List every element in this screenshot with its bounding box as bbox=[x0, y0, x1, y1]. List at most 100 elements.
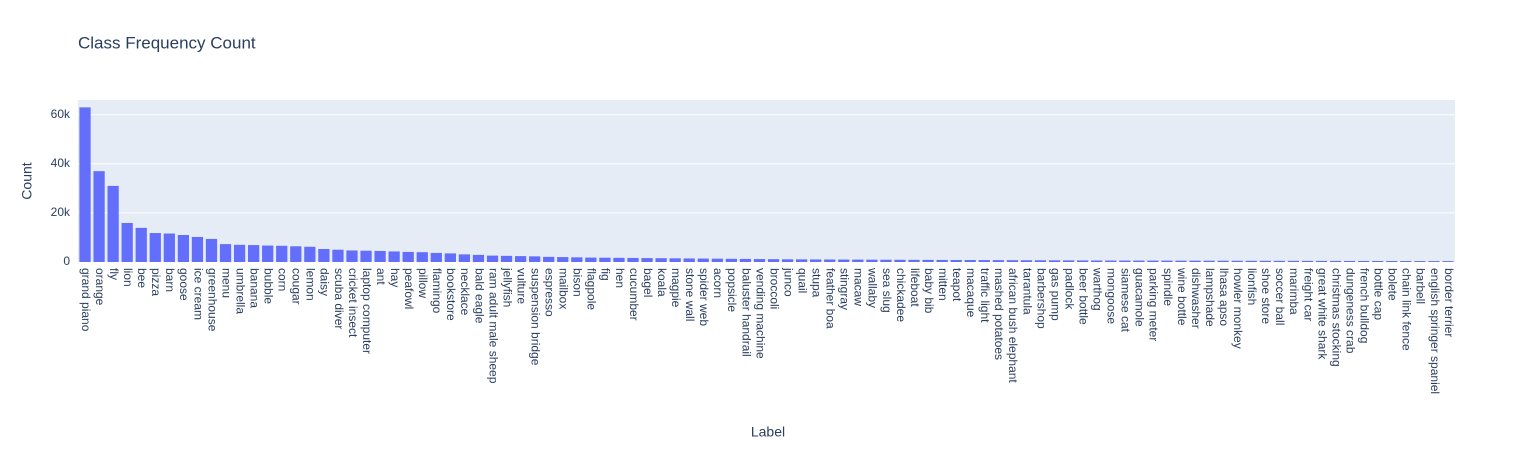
bar bbox=[1217, 260, 1229, 262]
bar bbox=[191, 236, 204, 262]
x-tick-label: bagel bbox=[641, 268, 655, 297]
bar bbox=[374, 250, 386, 262]
x-tick-label: bolete bbox=[1386, 268, 1400, 301]
bar bbox=[248, 245, 260, 262]
x-tick-label: soccer ball bbox=[1273, 268, 1287, 325]
bar bbox=[1442, 261, 1454, 262]
x-tick-label: ant bbox=[374, 268, 388, 285]
bar bbox=[922, 259, 934, 262]
bar bbox=[1062, 260, 1075, 262]
bar bbox=[852, 259, 864, 262]
bar bbox=[880, 259, 892, 262]
x-tick-label: beer bottle bbox=[1076, 268, 1090, 325]
bar bbox=[1343, 260, 1356, 262]
bar bbox=[781, 259, 794, 262]
bar bbox=[304, 246, 316, 262]
x-tick-label: cricket insect bbox=[346, 268, 360, 338]
bar bbox=[1329, 260, 1342, 262]
x-tick-label: espresso bbox=[543, 268, 557, 317]
x-tick-label: bee bbox=[135, 268, 149, 288]
x-tick-label: bison bbox=[571, 268, 585, 297]
x-tick-label: quail bbox=[795, 268, 809, 293]
x-tick-label: mongoose bbox=[1105, 268, 1119, 324]
x-tick-label: mailbox bbox=[557, 268, 571, 309]
x-tick-label: lionfish bbox=[1245, 268, 1259, 305]
x-tick-label: spider web bbox=[697, 268, 711, 326]
x-tick-label: baby bib bbox=[922, 268, 936, 314]
bar bbox=[908, 259, 920, 262]
bar bbox=[894, 259, 906, 262]
x-tick-label: orange bbox=[93, 268, 107, 306]
x-tick-label: mashed potatoes bbox=[992, 268, 1006, 360]
x-tick-label: siamese cat bbox=[1119, 268, 1133, 333]
bar bbox=[177, 235, 190, 262]
bar bbox=[1048, 260, 1061, 262]
bar bbox=[416, 252, 428, 262]
x-tick-label: dungeness crab bbox=[1343, 268, 1357, 354]
x-tick-label: vulture bbox=[514, 268, 528, 304]
bar bbox=[964, 260, 976, 262]
y-tick-label: 0 bbox=[63, 254, 70, 268]
bar bbox=[205, 238, 218, 262]
bar bbox=[233, 244, 246, 262]
x-tick-label: feather boa bbox=[824, 268, 838, 329]
bar bbox=[486, 255, 499, 262]
bar bbox=[1034, 260, 1047, 262]
y-axis-label: Count bbox=[19, 162, 35, 199]
x-tick-label: umbrella bbox=[233, 268, 247, 314]
x-tick-label: lifeboat bbox=[908, 268, 922, 307]
x-tick-label: pillow bbox=[416, 268, 430, 298]
x-tick-label: scuba diver bbox=[332, 268, 346, 329]
x-tick-label: ram adult male sheep bbox=[486, 268, 500, 384]
x-tick-label: lion bbox=[121, 268, 135, 287]
x-tick-label: traffic light bbox=[978, 268, 992, 323]
bar bbox=[276, 245, 288, 262]
bar bbox=[1020, 260, 1033, 262]
bar bbox=[1400, 261, 1412, 262]
x-tick-label: spindle bbox=[1161, 268, 1175, 306]
x-tick-label: flamingo bbox=[430, 268, 444, 314]
x-tick-label: cougar bbox=[290, 268, 304, 305]
bar bbox=[641, 258, 653, 262]
bar bbox=[655, 258, 667, 262]
y-tick-label: 40k bbox=[51, 156, 71, 170]
x-tick-label: padlock bbox=[1062, 268, 1076, 310]
x-tick-label: menu bbox=[219, 268, 233, 298]
x-tick-label: african bush elephant bbox=[1006, 268, 1020, 383]
x-tick-label: laptop computer bbox=[360, 268, 374, 354]
bar bbox=[1133, 260, 1145, 262]
bar bbox=[290, 246, 302, 262]
x-tick-label: popsicle bbox=[725, 268, 739, 312]
x-tick-label: stupa bbox=[810, 268, 824, 298]
x-tick-label: junco bbox=[781, 267, 795, 297]
bar bbox=[627, 257, 639, 262]
bar bbox=[1147, 260, 1159, 262]
x-tick-label: greenhouse bbox=[205, 268, 219, 332]
x-tick-label: bald eagle bbox=[472, 268, 486, 324]
bar bbox=[135, 227, 147, 262]
bar bbox=[149, 233, 161, 262]
bar bbox=[472, 254, 485, 262]
bar bbox=[866, 259, 878, 262]
x-tick-label: peafowl bbox=[402, 268, 416, 309]
bar bbox=[1245, 260, 1257, 262]
bar bbox=[332, 249, 344, 262]
bar bbox=[767, 259, 780, 262]
bar bbox=[992, 260, 1004, 262]
bar bbox=[711, 258, 723, 262]
bar bbox=[1315, 260, 1328, 262]
x-tick-label: barn bbox=[163, 268, 177, 292]
x-tick-label: stone wall bbox=[683, 268, 697, 321]
x-tick-label: howler monkey bbox=[1231, 268, 1245, 349]
x-tick-label: wallaby bbox=[866, 267, 880, 308]
bar bbox=[1105, 260, 1117, 262]
bar bbox=[1358, 260, 1370, 262]
bar bbox=[79, 107, 91, 262]
bar bbox=[346, 250, 358, 262]
bar bbox=[978, 260, 990, 262]
x-tick-label: sea slug bbox=[880, 268, 894, 313]
bar bbox=[458, 254, 471, 262]
x-tick-label: gas pump bbox=[1048, 268, 1062, 321]
bar bbox=[121, 222, 133, 262]
bar bbox=[543, 256, 555, 262]
